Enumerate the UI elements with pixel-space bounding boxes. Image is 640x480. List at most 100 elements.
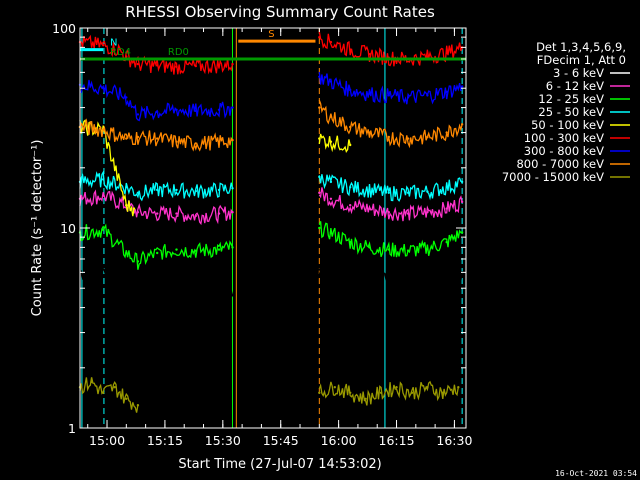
series-1-point [194,214,197,218]
series-2-point [217,248,221,251]
series-7-segment-1 [318,99,463,149]
series-8-point [395,386,398,389]
series-6-point [194,109,197,113]
series-4-point [349,143,352,147]
series-3-point [125,186,128,189]
series-2-point [125,251,128,255]
series-0-point [156,298,159,301]
series-8-point [379,391,383,394]
x-axis-label: Start Time (27-Jul-07 14:53:02) [178,457,381,472]
series-7-point [445,131,448,134]
series-3-point [387,191,390,194]
series-3-point [194,189,197,193]
series-8-point [102,391,105,394]
series-6-point [426,94,429,97]
series-7-point [368,131,371,134]
series-5-point [231,62,234,66]
series-0-point [136,294,140,297]
series-6-point [136,113,140,116]
series-5-point [156,64,159,67]
series-1-segment-1 [318,187,463,222]
series-5-point [194,64,197,68]
series-3-point [368,188,371,192]
series-6-point [156,110,159,114]
chart-title: RHESSI Observing Summary Count Rates [125,3,435,21]
series-7-point [318,106,321,109]
series-6-point [460,85,464,88]
series-7-point [329,115,333,118]
series-4-point [132,207,136,210]
series-6-point [175,108,178,112]
legend-entry-label: 800 - 7000 keV [516,157,604,171]
series-0-point [194,298,197,301]
series-2-point [194,249,197,252]
series-7-point [175,140,178,143]
series-2-point [102,228,105,231]
series-5-point [217,64,221,67]
series-8-point [441,391,444,394]
series-7-point [387,135,390,139]
series-4-segment-1 [318,133,351,154]
series-2-segment-1 [318,221,463,258]
series-3-point [329,180,333,184]
series-8-point [90,380,93,384]
series-5-segment-0 [79,34,234,75]
series-1-point [156,212,159,215]
flag-label-S: S [268,29,274,40]
series-0-point [231,294,234,297]
series-0-point [318,268,321,271]
x-tick-label: 15:30 [205,433,241,448]
series-3-point [426,190,429,193]
series-0-point [445,274,448,277]
flag-label-RD4: RD4 [110,47,131,58]
timestamp: 16-Oct-2021 03:54 [555,469,637,478]
series-8 [78,377,460,413]
y-tick-label: 100 [52,21,76,36]
series-4-point [329,140,333,143]
series-5-point [349,48,352,51]
series-4-segment-0 [79,119,135,217]
series-0-segment-0 [79,264,234,308]
series-2-point [460,231,464,234]
flag-label-RD0: RD0 [168,47,189,58]
series-2-point [231,246,234,249]
legend-entry-label: 100 - 300 keV [524,131,604,145]
x-tick-label: 16:15 [379,433,415,448]
legend-entry-label: 12 - 25 keV [538,92,604,106]
series-1-point [349,204,352,207]
series-1-point [318,191,321,194]
series-5-point [175,65,178,69]
series-5-point [125,55,128,58]
series-3-point [136,191,140,194]
series-2-point [406,249,410,252]
legend-entry-label: 6 - 12 keV [546,79,604,93]
series-7-point [406,137,410,140]
series-7-point [349,125,352,129]
x-tick-label: 15:15 [147,433,183,448]
series-8-point [113,386,116,389]
series-5-point [318,36,321,39]
series-8-point [333,386,336,389]
series-6-point [102,87,105,90]
series-6-segment-1 [318,72,463,105]
series-0-point [426,277,429,280]
series-0-point [329,271,333,274]
x-tick-label: 16:00 [321,433,357,448]
series-1-point [231,211,234,214]
series-3-point [406,191,410,194]
series-3-point [460,180,464,184]
series-8-segment-0 [79,377,139,413]
series-7-point [102,128,105,131]
series-7 [78,99,464,152]
series-7-point [125,137,128,140]
series-6-point [318,75,321,79]
legend-header: FDecim 1, Att 0 [537,53,626,67]
legend-entry-label: 50 - 100 keV [531,118,604,132]
legend-header: Det 1,3,4,5,6,9, [536,40,626,54]
series-2-point [329,231,333,234]
series-2 [78,221,464,270]
series-0-point [368,277,371,280]
series-3-segment-1 [318,174,463,202]
series-5 [78,31,464,75]
series-0-point [125,283,128,286]
